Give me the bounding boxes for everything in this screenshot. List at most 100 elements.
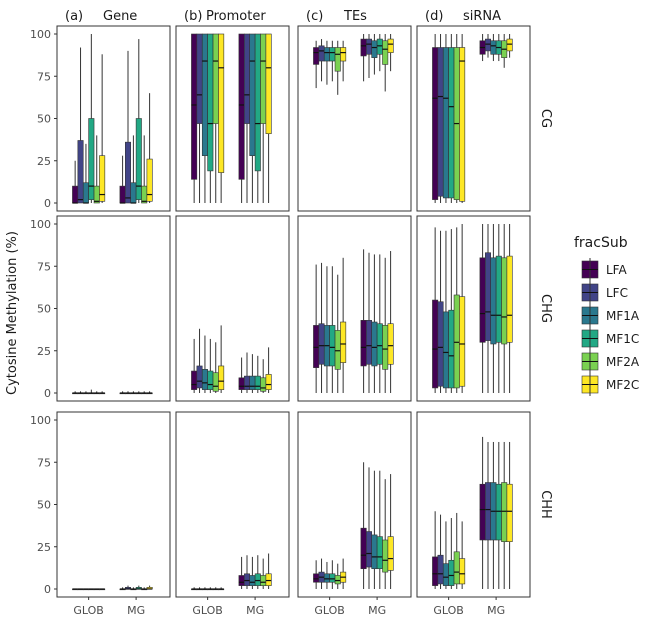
box-body	[207, 370, 214, 390]
box-body	[254, 33, 261, 172]
panel-cg-sirna	[416, 25, 531, 212]
box-glob-mf1a	[442, 34, 449, 203]
box-glob-mf2c	[340, 40, 347, 82]
box-glob-mf1c	[448, 34, 455, 203]
panels-layer	[56, 25, 531, 598]
box-mg-mf1c	[135, 585, 142, 590]
box-body	[82, 182, 89, 204]
legend-label-mf2a: MF2A	[606, 355, 640, 369]
box-body	[484, 482, 491, 541]
box-body	[376, 323, 383, 365]
box-glob-mf2c	[459, 34, 466, 203]
panel-chh-sirna	[416, 411, 531, 598]
box-mg-mf2c	[506, 441, 513, 589]
y-tick-label: 75	[37, 70, 51, 83]
box-body	[376, 536, 383, 570]
legend-label-mf1c: MF1C	[606, 332, 639, 346]
panel-cg-tes	[297, 25, 412, 212]
box-glob-mf1a	[82, 588, 89, 591]
box-body	[146, 158, 153, 202]
legend-label-mf1a: MF1A	[606, 309, 640, 323]
box-mg-mf2c	[265, 347, 272, 393]
box-mg-mf2c	[387, 251, 394, 393]
panel-chg-tes	[297, 215, 412, 402]
y-tick-label: 50	[37, 113, 51, 126]
box-body	[265, 374, 272, 390]
box-body	[218, 33, 225, 173]
box-glob-mf2c	[218, 33, 225, 203]
box-glob-mf2a	[212, 342, 219, 393]
box-mg-mf2c	[146, 585, 153, 590]
box-mg-mf2a	[382, 479, 389, 589]
panel-frame	[175, 411, 290, 598]
box-glob-lfc	[77, 588, 84, 591]
box-mg-mf2c	[387, 474, 394, 589]
box-glob-lfa	[313, 264, 320, 393]
box-body	[382, 40, 389, 65]
box-body	[201, 33, 208, 156]
box-mg-mf2a	[501, 224, 508, 393]
y-tick-label: 25	[37, 541, 51, 554]
legend-label-lfa: LFA	[606, 263, 627, 277]
box-glob-mf1a	[201, 587, 208, 591]
box-body	[323, 573, 330, 583]
x-tick-label-glob: GLOB	[73, 604, 103, 617]
box-body	[432, 47, 439, 200]
box-glob-mf2c	[99, 391, 106, 395]
box-body	[432, 299, 439, 389]
box-body	[260, 377, 267, 392]
box-body	[196, 33, 203, 124]
box-body	[479, 257, 486, 343]
y-tick-label: 100	[30, 218, 51, 231]
box-mg-lfa	[119, 587, 126, 591]
box-body	[484, 252, 491, 341]
box-body	[254, 375, 261, 390]
panel-chh-promoter	[175, 411, 290, 598]
box-body	[360, 38, 367, 57]
x-tick-label-glob: GLOB	[314, 604, 344, 617]
box-body	[125, 141, 132, 204]
box-body	[201, 369, 208, 390]
box-body	[479, 483, 486, 541]
box-body	[490, 257, 497, 345]
box-body	[196, 365, 203, 389]
legend-label-lfc: LFC	[606, 286, 628, 300]
box-body	[318, 45, 325, 62]
facet-tag-gene: (a)	[65, 9, 83, 24]
box-body	[432, 556, 439, 586]
box-glob-mf2c	[99, 54, 106, 203]
box-body	[437, 47, 444, 197]
box-body	[244, 573, 251, 586]
facet-tag-promoter: (b)	[184, 9, 202, 24]
y-tick-label: 0	[44, 583, 51, 596]
box-body	[318, 323, 325, 365]
box-body	[495, 255, 502, 343]
box-body	[119, 185, 126, 204]
box-body	[448, 47, 455, 199]
box-body	[329, 325, 336, 367]
box-body	[437, 554, 444, 585]
box-mg-lfc	[125, 50, 132, 204]
facet-tag-tes: (c)	[306, 9, 323, 24]
box-body	[88, 118, 95, 200]
box-body	[212, 33, 219, 124]
box-glob-mf1c	[207, 338, 214, 393]
box-body	[130, 182, 137, 204]
box-glob-lfa	[432, 34, 439, 203]
box-body	[99, 155, 106, 202]
box-body	[212, 372, 219, 392]
facet-title-tes: TEs	[343, 9, 367, 24]
box-mg-mf1c	[376, 254, 383, 393]
box-body	[244, 33, 251, 124]
box-mg-mf1a	[130, 587, 137, 591]
box-body	[93, 185, 100, 204]
box-body	[72, 185, 79, 204]
box-body	[365, 531, 372, 568]
box-mg-mf1a	[249, 354, 256, 393]
panel-frame	[297, 411, 412, 598]
legend-title: fracSub	[574, 235, 628, 251]
facet-row-cg: CG	[538, 109, 553, 128]
box-body	[254, 573, 261, 586]
panel-chg-sirna	[416, 215, 531, 402]
box-glob-lfc	[77, 47, 84, 204]
